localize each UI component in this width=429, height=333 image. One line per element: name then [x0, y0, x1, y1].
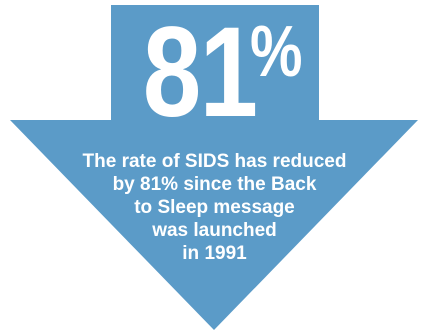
- caption-line: to Sleep message: [134, 197, 295, 218]
- headline-percent-sign: %: [250, 12, 303, 92]
- caption-line: in 1991: [182, 243, 247, 264]
- caption-line: was launched: [152, 220, 277, 241]
- caption-text: The rate of SIDS has reduced by 81% sinc…: [60, 150, 369, 265]
- caption-line: by 81% since the Back: [112, 174, 317, 195]
- headline-number: 81: [142, 1, 258, 144]
- caption-line: The rate of SIDS has reduced: [82, 151, 347, 172]
- headline-figure: 81%: [110, 8, 320, 138]
- down-arrow-shape: [10, 5, 418, 330]
